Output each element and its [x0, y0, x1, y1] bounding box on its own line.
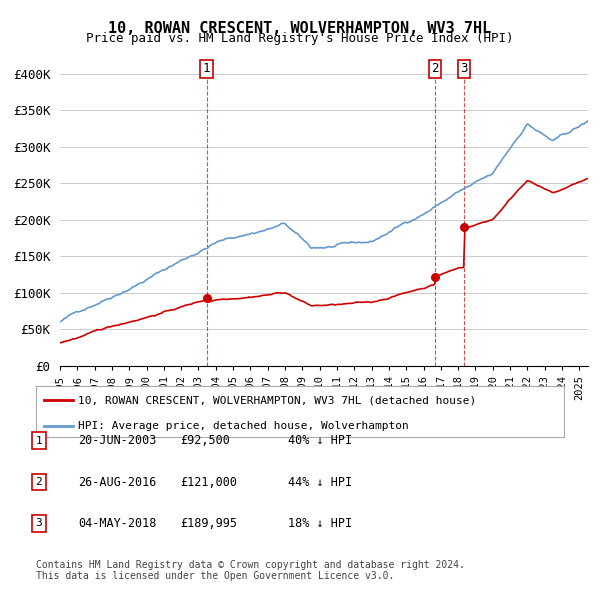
Text: 2: 2 — [35, 477, 43, 487]
Text: 20-JUN-2003: 20-JUN-2003 — [78, 434, 157, 447]
Text: 40% ↓ HPI: 40% ↓ HPI — [288, 434, 352, 447]
Text: 1: 1 — [35, 436, 43, 445]
Text: 2: 2 — [431, 62, 439, 75]
Text: 10, ROWAN CRESCENT, WOLVERHAMPTON, WV3 7HL: 10, ROWAN CRESCENT, WOLVERHAMPTON, WV3 7… — [109, 21, 491, 35]
Text: £121,000: £121,000 — [180, 476, 237, 489]
Text: 10, ROWAN CRESCENT, WOLVERHAMPTON, WV3 7HL (detached house): 10, ROWAN CRESCENT, WOLVERHAMPTON, WV3 7… — [78, 395, 476, 405]
Text: HPI: Average price, detached house, Wolverhampton: HPI: Average price, detached house, Wolv… — [78, 421, 409, 431]
Point — [459, 222, 469, 232]
Text: 1: 1 — [203, 62, 211, 75]
Point — [202, 293, 211, 303]
Text: 04-MAY-2018: 04-MAY-2018 — [78, 517, 157, 530]
Point — [430, 273, 440, 282]
Text: 26-AUG-2016: 26-AUG-2016 — [78, 476, 157, 489]
Text: Contains HM Land Registry data © Crown copyright and database right 2024.
This d: Contains HM Land Registry data © Crown c… — [36, 559, 465, 581]
Text: £92,500: £92,500 — [180, 434, 230, 447]
Text: 3: 3 — [460, 62, 468, 75]
Text: £189,995: £189,995 — [180, 517, 237, 530]
Text: 18% ↓ HPI: 18% ↓ HPI — [288, 517, 352, 530]
Text: 44% ↓ HPI: 44% ↓ HPI — [288, 476, 352, 489]
Text: Price paid vs. HM Land Registry's House Price Index (HPI): Price paid vs. HM Land Registry's House … — [86, 32, 514, 45]
Text: 3: 3 — [35, 519, 43, 528]
